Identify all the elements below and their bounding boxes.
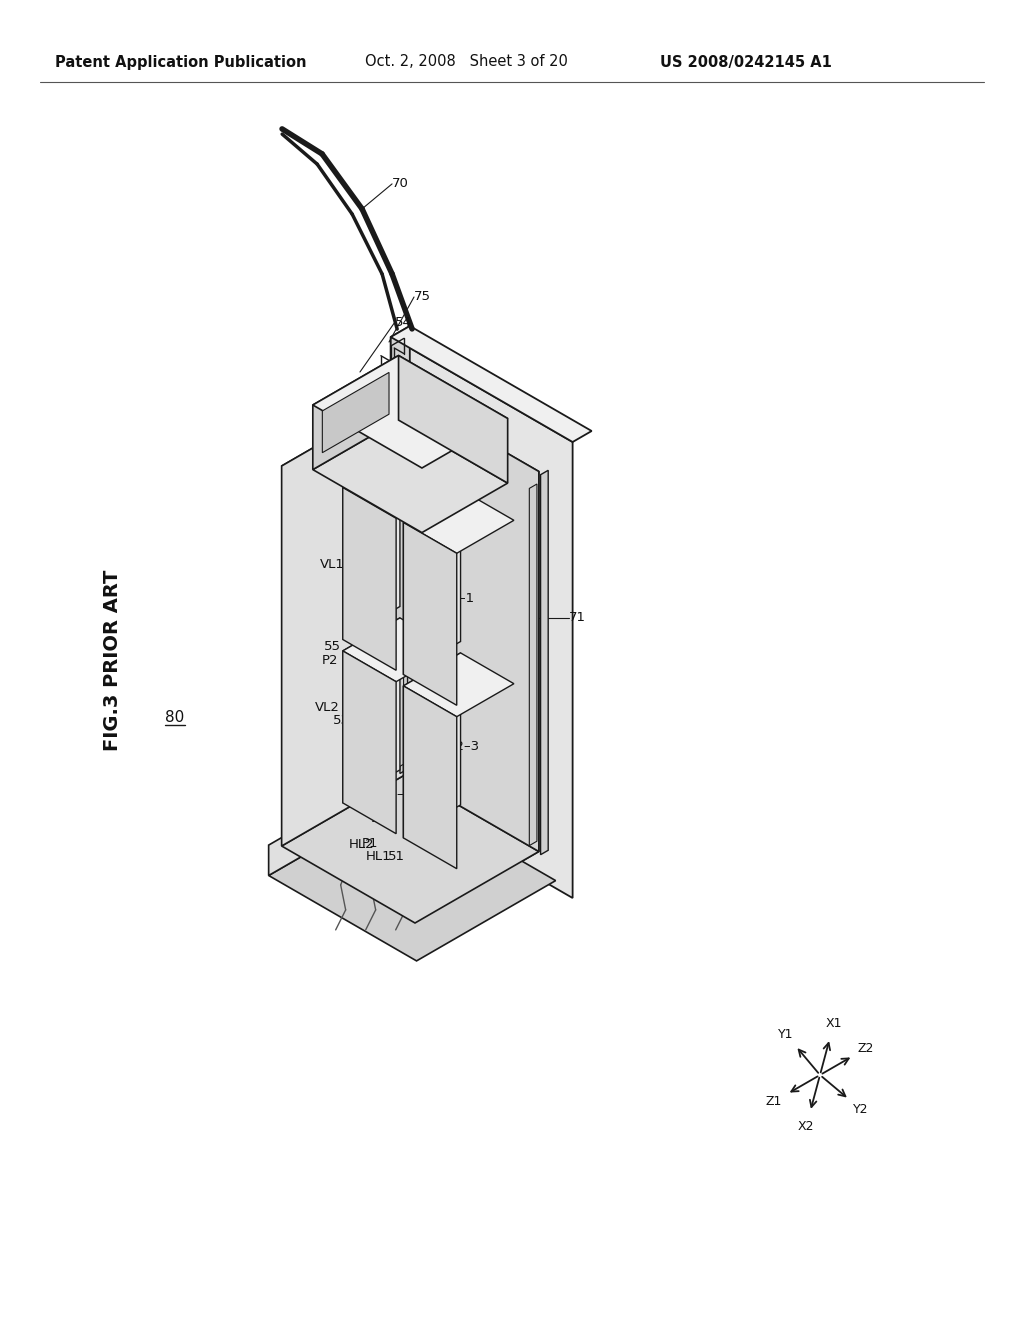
Text: Patent Application Publication: Patent Application Publication <box>55 54 306 70</box>
Text: 80: 80 <box>165 710 184 726</box>
Polygon shape <box>343 651 396 834</box>
Polygon shape <box>343 618 454 681</box>
Text: VL2: VL2 <box>315 701 340 714</box>
Polygon shape <box>282 395 406 846</box>
Polygon shape <box>312 355 508 469</box>
Text: Z1: Z1 <box>766 1096 782 1107</box>
Polygon shape <box>391 326 592 442</box>
Polygon shape <box>403 686 457 869</box>
Polygon shape <box>406 395 539 851</box>
Polygon shape <box>396 407 403 768</box>
Polygon shape <box>391 326 410 793</box>
Polygon shape <box>282 775 539 923</box>
Polygon shape <box>323 372 389 453</box>
Text: 75: 75 <box>414 290 431 304</box>
Text: P2: P2 <box>322 655 339 667</box>
Text: HL2: HL2 <box>349 837 375 850</box>
Text: P1: P1 <box>361 837 378 850</box>
Text: 51: 51 <box>388 850 406 863</box>
Text: Z2: Z2 <box>858 1041 874 1055</box>
Polygon shape <box>312 355 398 470</box>
Text: 50: 50 <box>371 812 388 825</box>
Text: 71a: 71a <box>469 451 495 465</box>
Text: 71: 71 <box>568 611 586 624</box>
Polygon shape <box>268 795 556 961</box>
Polygon shape <box>403 490 461 675</box>
Polygon shape <box>343 454 400 639</box>
Polygon shape <box>415 471 539 923</box>
Text: 52–2: 52–2 <box>436 669 468 682</box>
Text: 52–4: 52–4 <box>381 788 414 801</box>
Text: US 2008/0242145 A1: US 2008/0242145 A1 <box>660 54 831 70</box>
Polygon shape <box>400 389 408 774</box>
Text: X1: X1 <box>825 1018 842 1031</box>
Polygon shape <box>403 653 514 717</box>
Polygon shape <box>391 337 572 898</box>
Polygon shape <box>403 653 461 838</box>
Text: 54: 54 <box>395 315 412 329</box>
Text: 60: 60 <box>354 779 372 792</box>
Text: 52–1: 52–1 <box>443 591 475 605</box>
Polygon shape <box>400 389 414 397</box>
Polygon shape <box>343 454 454 519</box>
Text: 52–3: 52–3 <box>449 741 480 754</box>
Polygon shape <box>282 395 539 543</box>
Text: 55: 55 <box>324 639 341 652</box>
Text: Oct. 2, 2008   Sheet 3 of 20: Oct. 2, 2008 Sheet 3 of 20 <box>365 54 568 70</box>
Polygon shape <box>312 420 508 532</box>
Text: Y1: Y1 <box>778 1028 794 1041</box>
Polygon shape <box>403 523 457 705</box>
Text: HL1: HL1 <box>366 850 391 863</box>
Text: 53: 53 <box>333 714 350 727</box>
Text: X2: X2 <box>798 1119 814 1133</box>
Polygon shape <box>396 407 409 414</box>
Polygon shape <box>529 484 537 846</box>
Text: 70: 70 <box>392 177 409 190</box>
Polygon shape <box>398 355 508 483</box>
Polygon shape <box>343 487 396 671</box>
Polygon shape <box>541 470 548 855</box>
Polygon shape <box>268 764 408 875</box>
Text: 54a: 54a <box>390 360 416 374</box>
Text: FIG.3 PRIOR ART: FIG.3 PRIOR ART <box>103 569 123 751</box>
Polygon shape <box>343 618 400 803</box>
Text: Y2: Y2 <box>853 1102 868 1115</box>
Polygon shape <box>403 490 514 553</box>
Text: VL1: VL1 <box>321 558 345 570</box>
